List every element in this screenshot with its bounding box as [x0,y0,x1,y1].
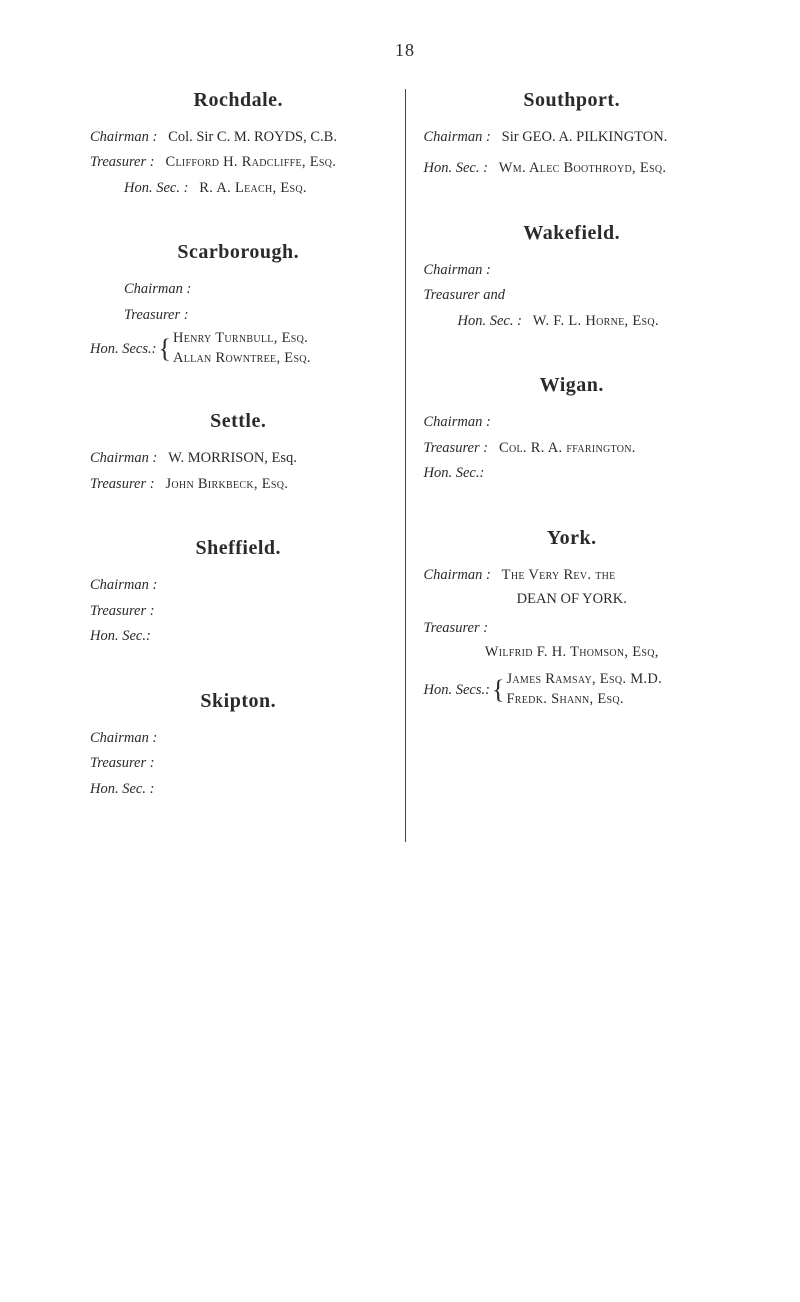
scarborough-treasurer: Treasurer : [90,304,387,326]
scarborough-chairman: Chairman : [90,278,387,300]
left-column: Rochdale. Chairman : Col. Sir C. M. ROYD… [80,89,406,842]
skipton-chairman: Chairman : [90,727,387,749]
southport-chairman: Chairman : Sir GEO. A. PILKINGTON. [424,126,721,148]
wakefield-chairman: Chairman : [424,259,721,281]
chairman-value: W. MORRISON, Esq. [168,450,297,466]
honsecs-line2: Allan Rowntree, Esq. [173,349,311,369]
wigan-honsec: Hon. Sec.: [424,462,721,484]
honsec-label: Hon. Sec.: [424,465,485,481]
two-column-layout: Rochdale. Chairman : Col. Sir C. M. ROYD… [80,89,730,842]
honsecs-values: James Ramsay, Esq. M.D. Fredk. Shann, Es… [506,670,662,709]
chairman-label: Chairman : [90,129,157,145]
york-chairman: Chairman : The Very Rev. the [424,564,721,586]
chairman-value: Sir GEO. A. PILKINGTON. [502,129,668,145]
treasurer-label: Treasurer and [424,287,506,303]
skipton-honsec: Hon. Sec. : [90,778,387,800]
section-scarborough: Scarborough. Chairman : Treasurer : Hon.… [90,241,387,368]
treasurer-value: Col. R. A. ffarington. [499,440,636,456]
honsecs-line2: Fredk. Shann, Esq. [506,690,662,710]
section-southport: Southport. Chairman : Sir GEO. A. PILKIN… [424,89,721,180]
chairman-label: Chairman : [424,262,491,278]
section-wigan: Wigan. Chairman : Treasurer : Col. R. A.… [424,374,721,484]
heading-york: York. [424,527,721,550]
section-skipton: Skipton. Chairman : Treasurer : Hon. Sec… [90,690,387,800]
heading-settle: Settle. [90,410,387,433]
honsecs-label: Hon. Secs.: [90,338,156,360]
section-sheffield: Sheffield. Chairman : Treasurer : Hon. S… [90,537,387,647]
chairman-label: Chairman : [424,567,491,583]
scarborough-honsecs: Hon. Secs.: { Henry Turnbull, Esq. Allan… [90,329,387,368]
section-york: York. Chairman : The Very Rev. the DEAN … [424,527,721,710]
page-number: 18 [80,40,730,61]
treasurer-value: John Birkbeck, Esq. [165,476,288,492]
section-settle: Settle. Chairman : W. MORRISON, Esq. Tre… [90,410,387,495]
treasurer-label: Treasurer : [124,307,189,323]
heading-skipton: Skipton. [90,690,387,713]
rochdale-chairman: Chairman : Col. Sir C. M. ROYDS, C.B. [90,126,387,148]
york-dean: DEAN OF YORK. [424,589,721,611]
honsec-label: Hon. Sec. : [124,180,188,196]
rochdale-treasurer: Treasurer : Clifford H. Radcliffe, Esq. [90,151,387,173]
heading-southport: Southport. [424,89,721,112]
honsecs-label: Hon. Secs.: [424,679,490,701]
chairman-label: Chairman : [90,450,157,466]
chairman-line1: The Very Rev. the [502,567,616,583]
heading-scarborough: Scarborough. [90,241,387,264]
heading-wakefield: Wakefield. [424,222,721,245]
treasurer-label: Treasurer : [90,603,155,619]
wigan-chairman: Chairman : [424,411,721,433]
chairman-value: Col. Sir C. M. ROYDS, C.B. [168,129,337,145]
settle-chairman: Chairman : W. MORRISON, Esq. [90,447,387,469]
york-honsecs: Hon. Secs.: { James Ramsay, Esq. M.D. Fr… [424,670,721,709]
chairman-label: Chairman : [124,281,191,297]
honsec-value: Wm. Alec Boothroyd, Esq. [499,160,667,176]
honsec-value: W. F. L. Horne, Esq. [533,313,659,329]
sheffield-honsec: Hon. Sec.: [90,625,387,647]
skipton-treasurer: Treasurer : [90,752,387,774]
settle-treasurer: Treasurer : John Birkbeck, Esq. [90,473,387,495]
honsec-label: Hon. Sec. : [90,781,154,797]
section-wakefield: Wakefield. Chairman : Treasurer and Hon.… [424,222,721,332]
chairman-label: Chairman : [424,414,491,430]
honsec-label: Hon. Sec.: [90,628,151,644]
honsec-label: Hon. Sec. : [424,160,488,176]
honsecs-values: Henry Turnbull, Esq. Allan Rowntree, Esq… [173,329,311,368]
chairman-label: Chairman : [424,129,491,145]
honsec-value: R. A. Leach, Esq. [199,180,307,196]
wigan-treasurer: Treasurer : Col. R. A. ffarington. [424,437,721,459]
york-treasurer-label: Treasurer : [424,617,721,639]
section-rochdale: Rochdale. Chairman : Col. Sir C. M. ROYD… [90,89,387,199]
treasurer-label: Treasurer : [424,620,489,636]
treasurer-value: Clifford H. Radcliffe, Esq. [165,154,336,170]
treasurer-label: Treasurer : [424,440,489,456]
heading-sheffield: Sheffield. [90,537,387,560]
honsec-label: Hon. Sec. : [458,313,522,329]
heading-wigan: Wigan. [424,374,721,397]
sheffield-treasurer: Treasurer : [90,600,387,622]
southport-honsec: Hon. Sec. : Wm. Alec Boothroyd, Esq. [424,157,721,179]
treasurer-label: Treasurer : [90,755,155,771]
treasurer-label: Treasurer : [90,154,155,170]
chairman-label: Chairman : [90,730,157,746]
brace-icon: { [490,678,506,701]
treasurer-label: Treasurer : [90,476,155,492]
wakefield-treasurer: Treasurer and [424,284,721,306]
rochdale-honsec: Hon. Sec. : R. A. Leach, Esq. [90,177,387,199]
honsecs-line1: James Ramsay, Esq. M.D. [506,670,662,690]
honsecs-line1: Henry Turnbull, Esq. [173,329,311,349]
york-treasurer-value: Wilfrid F. H. Thomson, Esq, [424,642,721,664]
sheffield-chairman: Chairman : [90,574,387,596]
brace-icon: { [156,337,172,360]
chairman-label: Chairman : [90,577,157,593]
document-page: 18 Rochdale. Chairman : Col. Sir C. M. R… [0,0,800,882]
heading-rochdale: Rochdale. [90,89,387,112]
right-column: Southport. Chairman : Sir GEO. A. PILKIN… [406,89,731,842]
wakefield-honsec: Hon. Sec. : W. F. L. Horne, Esq. [424,310,721,332]
